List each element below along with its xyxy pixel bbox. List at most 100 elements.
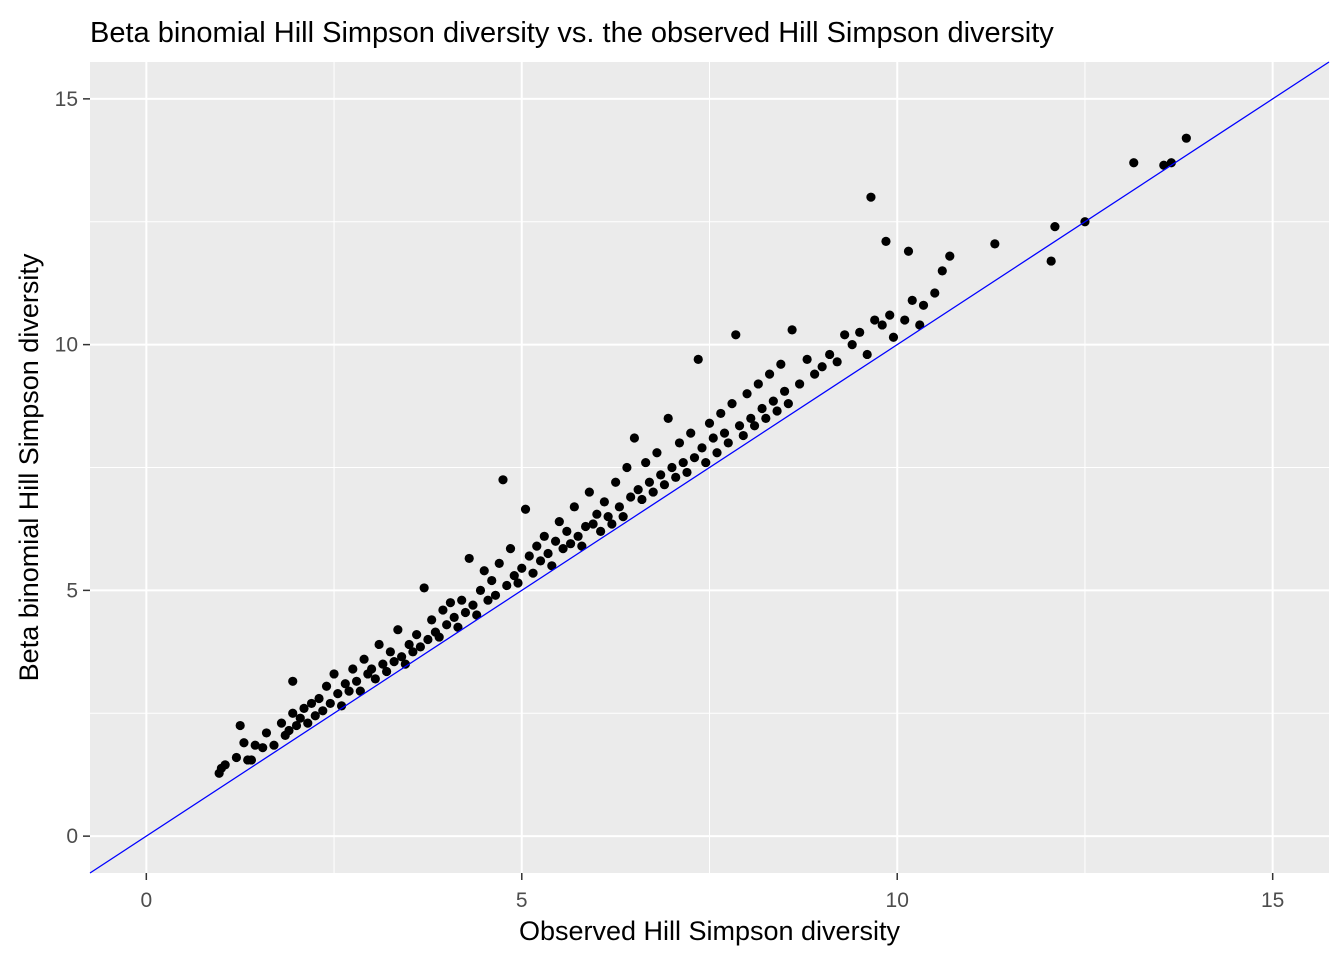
data-point — [738, 430, 748, 441]
data-point — [231, 752, 242, 763]
data-point — [550, 536, 561, 546]
data-point — [618, 512, 628, 522]
data-point — [862, 349, 872, 360]
data-point — [329, 669, 339, 679]
data-point — [539, 531, 549, 541]
data-point — [340, 679, 350, 689]
data-point — [990, 239, 1000, 249]
data-point — [487, 575, 497, 586]
data-point — [374, 639, 384, 650]
data-point — [945, 251, 955, 261]
data-point — [355, 686, 365, 696]
data-point — [614, 502, 624, 512]
data-point — [397, 652, 407, 662]
data-point — [764, 369, 775, 379]
data-point — [457, 595, 467, 605]
data-point — [1129, 158, 1139, 168]
data-point — [888, 332, 899, 342]
data-point — [460, 607, 471, 618]
data-point — [442, 620, 452, 630]
data-point — [674, 438, 685, 448]
data-point — [321, 681, 332, 691]
data-point — [468, 600, 478, 610]
data-point — [445, 598, 456, 608]
data-point — [318, 706, 328, 716]
data-point — [577, 541, 587, 551]
data-point — [505, 544, 516, 554]
data-point — [1181, 133, 1191, 143]
data-point — [723, 438, 733, 448]
data-point — [246, 755, 257, 765]
data-point — [903, 246, 914, 256]
data-point — [509, 571, 519, 581]
data-point — [866, 192, 876, 202]
data-point — [288, 676, 298, 686]
data-point — [438, 605, 448, 615]
data-point — [626, 492, 636, 502]
data-point — [825, 349, 835, 360]
data-point — [1159, 160, 1169, 170]
data-point — [344, 686, 354, 696]
data-point — [404, 639, 414, 650]
y-tick-label: 10 — [55, 334, 78, 357]
data-point — [382, 666, 392, 677]
data-point — [629, 433, 640, 443]
data-point — [449, 612, 459, 623]
data-point — [885, 310, 895, 320]
data-point — [393, 625, 403, 635]
data-point — [366, 664, 377, 674]
data-point — [689, 453, 700, 463]
data-point — [235, 720, 245, 731]
data-point — [378, 659, 388, 669]
data-point — [562, 526, 572, 536]
y-axis-ticks: 0 5 10 15 — [55, 88, 90, 848]
data-point — [783, 399, 793, 409]
data-point — [351, 676, 362, 686]
data-point — [419, 583, 429, 593]
data-point — [937, 266, 947, 276]
data-point — [652, 448, 662, 458]
data-point — [239, 738, 249, 748]
data-point — [749, 421, 760, 431]
data-point — [295, 713, 305, 723]
data-point — [348, 664, 358, 674]
data-point — [389, 657, 399, 667]
data-point — [870, 315, 880, 325]
data-point — [517, 563, 527, 573]
data-point — [543, 548, 553, 559]
grid-minor — [90, 62, 1329, 873]
data-point — [727, 399, 737, 409]
data-point — [817, 362, 827, 372]
data-point — [423, 634, 433, 645]
data-point — [678, 457, 688, 468]
data-point — [400, 659, 410, 669]
data-point — [483, 595, 493, 605]
data-point — [520, 504, 531, 514]
data-points — [214, 133, 1191, 778]
data-point — [1046, 256, 1056, 266]
data-point — [855, 327, 865, 337]
data-point — [840, 330, 850, 340]
data-point — [284, 725, 294, 736]
data-point — [565, 539, 576, 549]
data-point — [359, 654, 369, 664]
data-point — [697, 443, 707, 453]
data-point — [599, 497, 609, 507]
data-point — [385, 647, 395, 657]
y-tick-label: 5 — [66, 579, 78, 602]
data-point — [415, 642, 425, 652]
data-point — [663, 413, 673, 423]
data-point — [408, 647, 418, 657]
data-point — [915, 320, 925, 330]
x-tick-label: 0 — [140, 889, 152, 912]
x-axis-label: Observed Hill Simpson diversity — [519, 916, 901, 946]
x-tick-label: 5 — [516, 889, 528, 912]
data-point — [776, 359, 786, 369]
data-point — [250, 740, 260, 750]
data-point — [930, 288, 940, 298]
data-point — [731, 330, 741, 340]
data-point — [633, 485, 643, 495]
data-point — [558, 544, 568, 554]
data-point — [261, 728, 272, 738]
